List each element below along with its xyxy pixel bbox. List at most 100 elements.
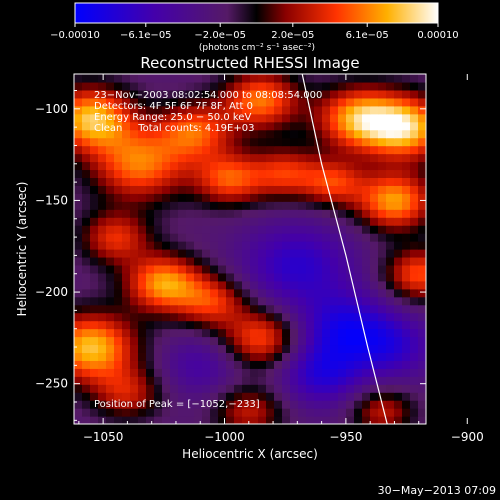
- heatmap-cell: [170, 288, 179, 298]
- heatmap-cell: [82, 201, 91, 210]
- heatmap-cell: [258, 296, 267, 306]
- heatmap-cell: [130, 201, 139, 210]
- heatmap-cell: [378, 256, 387, 266]
- heatmap-cell: [386, 177, 395, 186]
- heatmap-cell: [354, 169, 363, 178]
- heatmap-cell: [114, 376, 123, 385]
- heatmap-cell: [234, 304, 243, 314]
- heatmap-cell: [282, 328, 291, 338]
- heatmap-cell: [410, 193, 419, 202]
- heatmap-cell: [274, 217, 283, 226]
- heatmap-cell: [218, 312, 227, 322]
- heatmap-cell: [194, 336, 203, 346]
- heatmap-cell: [330, 368, 339, 377]
- heatmap-cell: [154, 304, 163, 314]
- heatmap-cell: [370, 113, 379, 123]
- heatmap-cell: [346, 368, 355, 377]
- heatmap-cell: [282, 360, 291, 369]
- y-tick-label: −200: [35, 285, 68, 299]
- heatmap-cell: [418, 320, 426, 330]
- heatmap-cell: [378, 376, 387, 385]
- heatmap-cell: [370, 241, 379, 250]
- heatmap-cell: [194, 74, 203, 83]
- heatmap-cell: [330, 376, 339, 385]
- heatmap-cell: [370, 193, 379, 202]
- heatmap-cell: [234, 241, 243, 250]
- heatmap-cell: [82, 416, 91, 424]
- heatmap-cell: [170, 376, 179, 385]
- heatmap-cell: [122, 264, 131, 274]
- heatmap-cell: [194, 193, 203, 202]
- heatmap-cell: [122, 161, 131, 171]
- heatmap-cell: [130, 272, 139, 282]
- heatmap-cell: [226, 416, 235, 424]
- heatmap-cell: [282, 392, 291, 401]
- heatmap-cell: [418, 161, 426, 171]
- heatmap-cell: [378, 161, 387, 171]
- heatmap-cell: [242, 121, 251, 131]
- heatmap-cell: [186, 249, 195, 258]
- heatmap-cell: [90, 177, 99, 186]
- heatmap-cell: [370, 288, 379, 298]
- heatmap-cell: [258, 256, 267, 266]
- heatmap-cell: [346, 193, 355, 202]
- heatmap-cell: [122, 272, 131, 282]
- heatmap-cell: [354, 249, 363, 258]
- heatmap-cell: [338, 97, 347, 107]
- heatmap-cell: [154, 105, 163, 115]
- heatmap-cell: [210, 368, 219, 377]
- heatmap-cell: [202, 241, 211, 250]
- heatmap-cell: [178, 400, 187, 409]
- heatmap-cell: [218, 336, 227, 346]
- heatmap-cell: [146, 81, 155, 91]
- heatmap-cell: [266, 209, 275, 218]
- heatmap-cell: [226, 328, 235, 338]
- heatmap-cell: [330, 193, 339, 202]
- heatmap-cell: [194, 304, 203, 314]
- heatmap-cell: [378, 344, 387, 353]
- heatmap-cell: [106, 201, 115, 210]
- heatmap-cell: [338, 288, 347, 298]
- heatmap-cell: [410, 360, 419, 369]
- heatmap-cell: [394, 225, 403, 234]
- heatmap-cell: [274, 137, 283, 147]
- heatmap-cell: [242, 352, 251, 361]
- heatmap-cell: [402, 105, 411, 115]
- heatmap-cell: [130, 400, 139, 409]
- heatmap-cell: [170, 137, 179, 147]
- heatmap-cell: [122, 360, 131, 369]
- heatmap-cell: [306, 288, 315, 298]
- heatmap-cell: [338, 416, 347, 424]
- heatmap-cell: [218, 376, 227, 385]
- heatmap-cell: [186, 368, 195, 377]
- heatmap-cell: [314, 264, 323, 274]
- heatmap-cell: [298, 74, 307, 83]
- heatmap-cell: [162, 352, 171, 361]
- heatmap-cell: [266, 145, 275, 155]
- heatmap-cell: [394, 264, 403, 274]
- heatmap-cell: [338, 336, 347, 346]
- heatmap-cell: [202, 129, 211, 139]
- heatmap-cell: [306, 312, 315, 322]
- heatmap-cell: [98, 256, 107, 266]
- heatmap-cell: [258, 368, 267, 377]
- heatmap-cell: [266, 161, 275, 171]
- heatmap-cell: [330, 304, 339, 314]
- heatmap-cell: [98, 193, 107, 202]
- heatmap-cell: [250, 304, 259, 314]
- heatmap-cell: [290, 272, 299, 282]
- heatmap-cell: [122, 217, 131, 226]
- heatmap-cell: [386, 81, 395, 91]
- heatmap-cell: [418, 296, 426, 306]
- heatmap-cell: [130, 89, 139, 99]
- heatmap-cell: [178, 74, 187, 83]
- heatmap-cell: [74, 320, 83, 330]
- heatmap-cell: [226, 209, 235, 218]
- heatmap-cell: [362, 193, 371, 202]
- heatmap-cell: [170, 256, 179, 266]
- heatmap-cell: [146, 280, 155, 290]
- heatmap-cell: [258, 233, 267, 242]
- heatmap-cell: [250, 121, 259, 131]
- heatmap-cell: [186, 74, 195, 83]
- heatmap-cell: [154, 169, 163, 178]
